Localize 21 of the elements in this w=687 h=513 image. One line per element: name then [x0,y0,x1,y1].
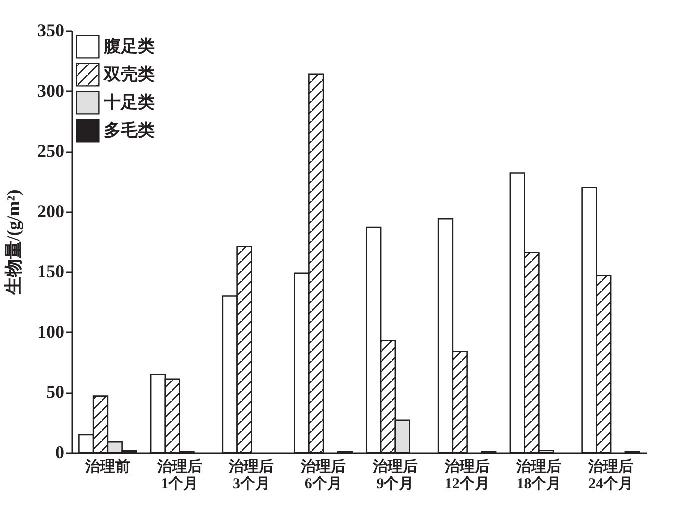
x-tick-label: 治理后 12个月 [444,458,490,492]
legend-label: 多毛类 [104,121,155,140]
y-tick-label: 350 [38,20,64,40]
y-tick-label: 200 [38,201,64,222]
y-tick-label: 250 [38,141,64,162]
legend-label: 双壳类 [103,65,155,84]
x-tick-label: 治理后 1个月 [156,458,202,492]
x-tick-label: 治理后 18个月 [516,458,562,492]
x-tick-label: 治理后 6个月 [300,458,346,492]
legend-label: 腹足类 [103,37,155,56]
x-tick-label: 治理后 3个月 [228,458,274,492]
y-tick-label: 150 [38,262,64,282]
x-tick-label: 治理后 24个月 [588,458,634,492]
x-tick-label: 治理后 9个月 [372,458,418,492]
y-axis-title: 生物量/(g/m²) [4,190,24,296]
x-tick-label: 治理前 [84,458,130,476]
y-tick-label: 0 [56,442,64,462]
y-tick-label: 100 [38,322,64,342]
legend-label: 十足类 [103,93,155,112]
y-tick-label: 50 [46,382,64,402]
y-tick-label: 300 [38,80,64,101]
